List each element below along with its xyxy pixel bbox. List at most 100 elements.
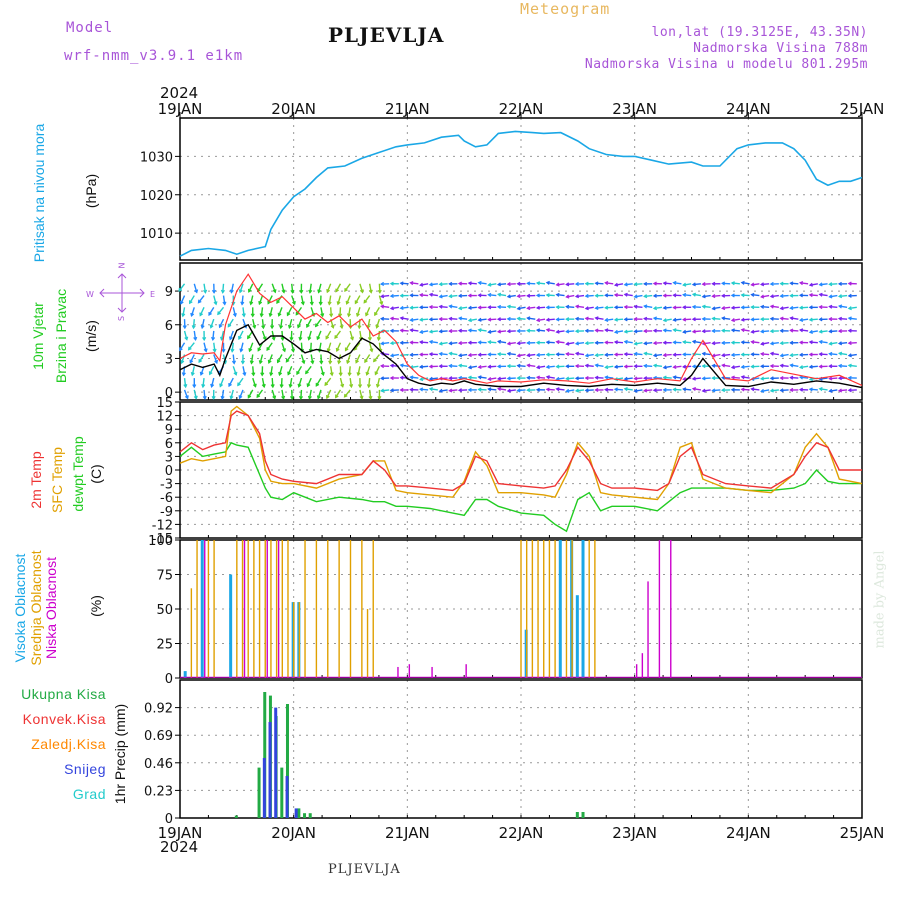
wind-arrow [390, 317, 399, 320]
wind-arrow [308, 389, 312, 399]
wind-arrow-head [516, 353, 521, 358]
wind-frame [179, 262, 863, 401]
x-tick-label-top: 23JAN [612, 100, 657, 118]
wind-arrow-head [364, 359, 368, 364]
wind-arrow [527, 364, 536, 368]
wind-arrow-head [701, 294, 706, 299]
wind-arrow [298, 377, 303, 387]
wind-arrow-head [799, 317, 804, 322]
wind-arrow-head [808, 387, 813, 392]
wind-arrow-head [808, 340, 813, 345]
wind-arrow-head [594, 305, 599, 311]
wind-arrow-head [477, 280, 482, 286]
wind-arrow-head [828, 351, 833, 356]
wind-arrow [320, 307, 324, 317]
wind-arrow-head [662, 375, 667, 380]
wind-arrow-head [399, 305, 404, 311]
wind-arrow [281, 342, 286, 352]
wind-arrow [381, 305, 390, 309]
wind-arrow [363, 295, 371, 304]
wind-arrow-head [389, 293, 394, 299]
wind-arrow-head [249, 301, 254, 306]
wind-arrow-head [389, 353, 394, 358]
wind-arrow [209, 365, 215, 375]
y-tick-label: -12 [152, 518, 173, 533]
wind-arrow [585, 364, 594, 368]
wind-arrow [556, 330, 565, 333]
wind-arrow-head [633, 304, 638, 309]
wind-arrow-head [545, 328, 550, 333]
precip-bar-total [234, 815, 238, 818]
wind-arrow [439, 294, 448, 298]
wind-arrow [208, 306, 215, 316]
wind-arrow-head [643, 341, 648, 346]
wind-arrow-head [250, 313, 255, 318]
x-tick-label-top: 21JAN [385, 100, 430, 118]
wind-arrow-head [584, 281, 589, 286]
wind-arrow-head [270, 325, 275, 330]
cloud-bar-high [581, 540, 585, 678]
wind-arrow [266, 342, 273, 351]
wind-arrow-head [828, 329, 833, 334]
wind-arrow [488, 377, 497, 381]
wind-arrow-head [643, 351, 648, 356]
wind-arrow [220, 330, 225, 340]
wind-arrow-head [652, 293, 657, 298]
wind-arrow-head [526, 281, 531, 286]
wind-arrow-head [516, 376, 521, 381]
wind-arrow-head [325, 335, 330, 340]
wind-arrow [365, 307, 371, 316]
wind-arrow-head [691, 339, 697, 344]
wind-arrow-head [555, 387, 560, 392]
wind-arrow-head [335, 394, 339, 399]
wind-arrow [653, 364, 663, 368]
wind-arrow [317, 283, 322, 293]
wind-arrow [537, 353, 546, 356]
wind-arrow [367, 319, 371, 329]
wind-arrow [507, 352, 516, 356]
wind-arrow-head [711, 388, 716, 393]
wind-arrow [468, 365, 477, 369]
wind-arrow-head [198, 359, 203, 364]
wind-arrow-head [623, 282, 628, 287]
wind-arrow-head [662, 318, 667, 323]
wind-arrow-head [730, 305, 735, 310]
wind-arrow-head [418, 305, 423, 310]
wind-arrow [566, 353, 575, 356]
wind-arrow [329, 307, 333, 317]
wind-arrow-head [837, 376, 842, 381]
wind-arrow [381, 389, 390, 392]
wind-arrow [741, 365, 750, 368]
wind-arrow [663, 353, 672, 356]
wind-arrow-head [261, 383, 266, 389]
wind-arrow [252, 318, 256, 329]
wind-arrow-head [277, 312, 282, 317]
wind-arrow [741, 388, 750, 391]
wind-arrow-head [604, 365, 609, 370]
wind-arrow-head [526, 375, 531, 380]
wind-arrow-head [789, 340, 794, 345]
wind-arrow-head [730, 365, 735, 370]
wind-arrow-head [497, 292, 502, 297]
wind-arrow [566, 294, 575, 298]
wind-arrow [780, 364, 789, 368]
wind-arrow [556, 283, 565, 286]
wind-arrow [368, 342, 373, 352]
wind-arrow [488, 341, 497, 344]
wind-arrow-head [496, 329, 502, 334]
wind-arrow [299, 330, 303, 340]
wind-arrow-head [584, 328, 589, 333]
wind-arrow-head [828, 341, 833, 346]
wind-arrow [192, 319, 195, 329]
wind-arrow [809, 283, 818, 286]
wind-arrow-head [448, 376, 453, 381]
wind-arrow-head [428, 292, 433, 297]
wind-arrow [770, 294, 779, 298]
wind-arrow-head [179, 300, 184, 305]
wind-arrow-head [750, 339, 755, 345]
wind-arrow-head [779, 341, 784, 346]
wind-arrow-head [604, 375, 609, 380]
wind-arrow [410, 329, 419, 332]
wind-arrow-head [458, 306, 463, 311]
wind-arrow [468, 306, 477, 309]
